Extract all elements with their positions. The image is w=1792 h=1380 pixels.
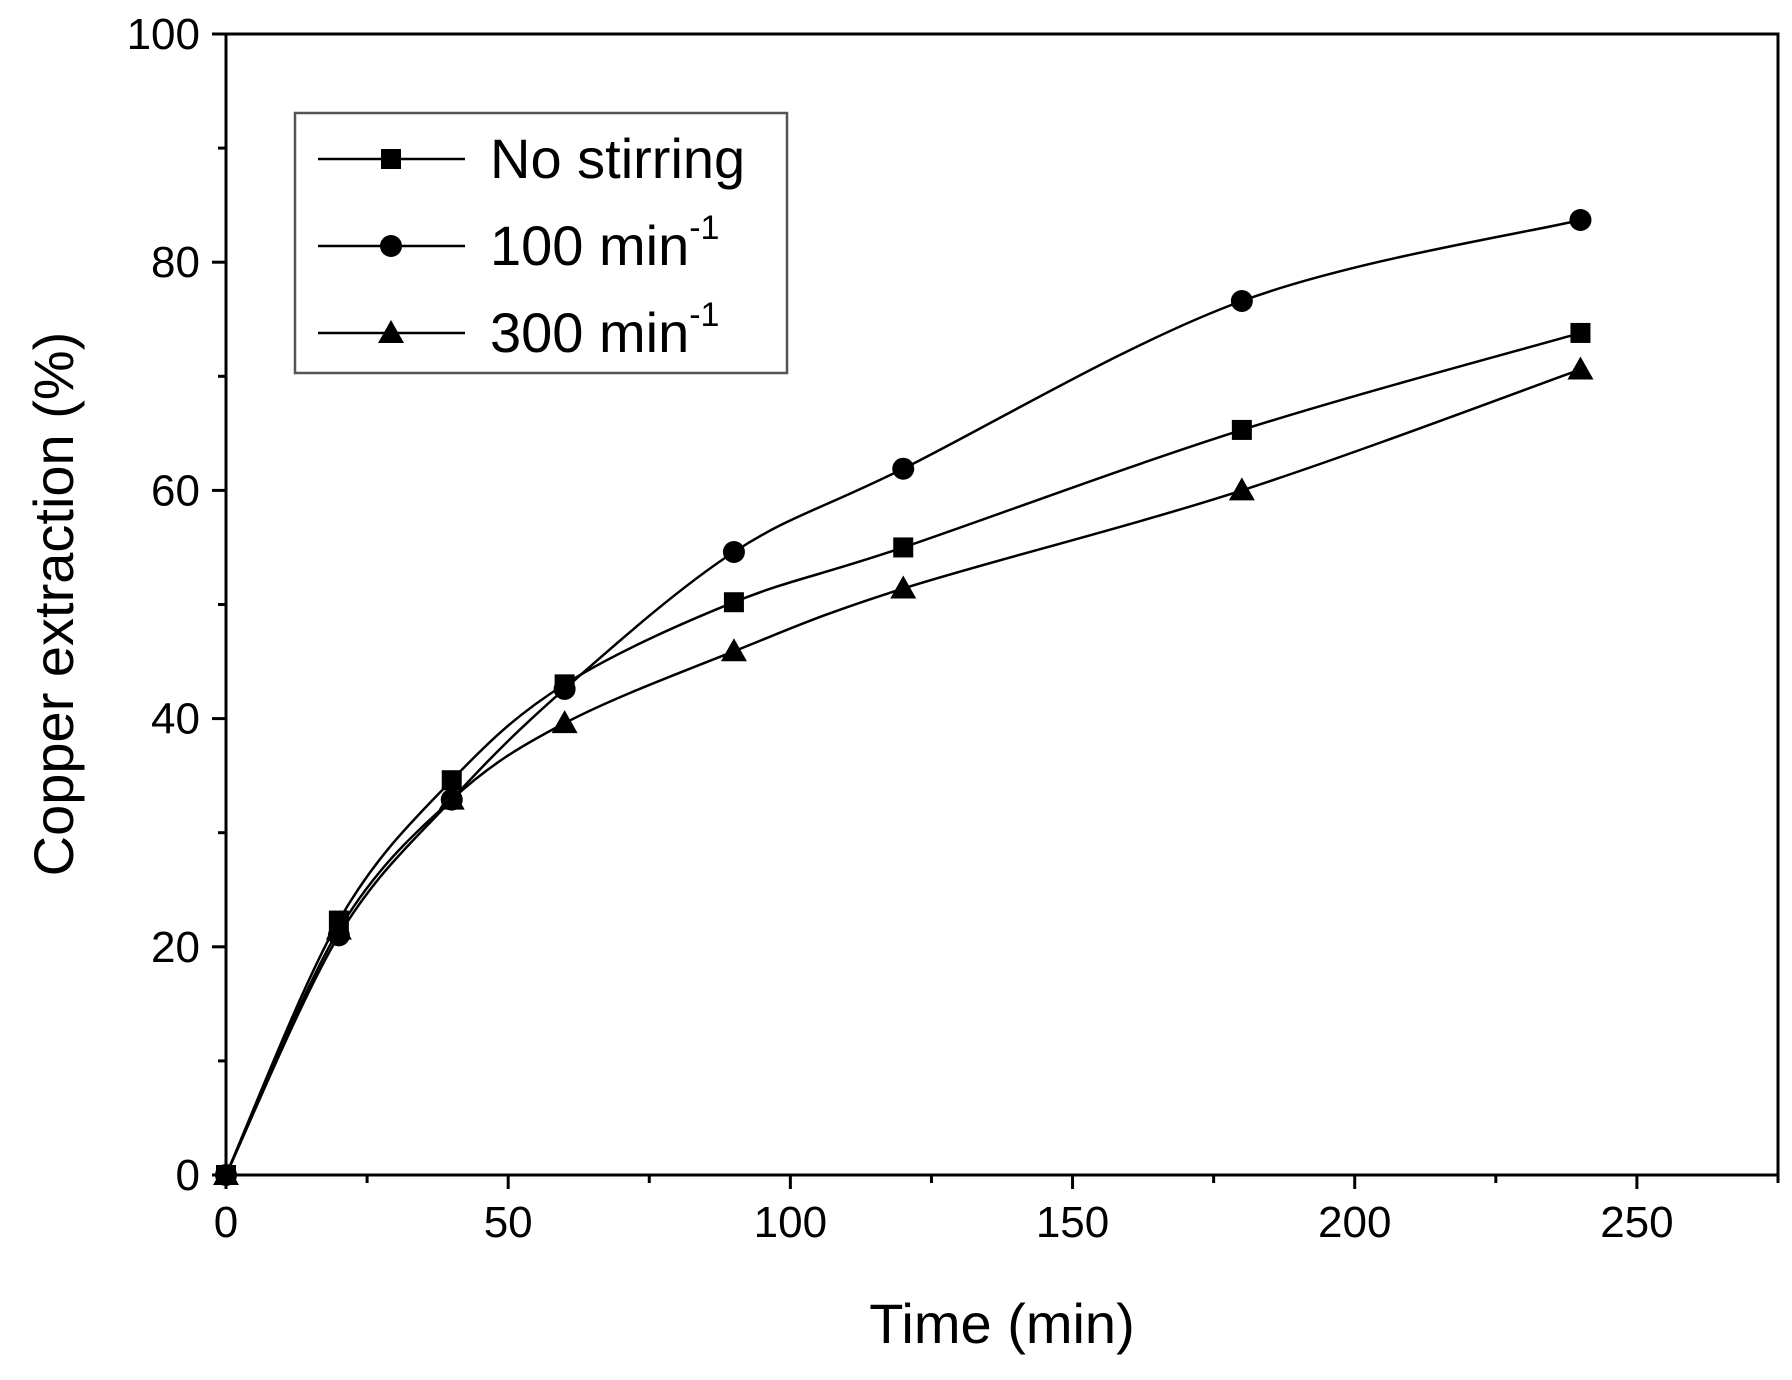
legend-label: 300 min-1 — [490, 296, 719, 364]
x-tick-label: 50 — [484, 1198, 533, 1247]
x-axis-title: Time (min) — [869, 1292, 1134, 1355]
y-tick-label: 40 — [151, 695, 200, 744]
x-tick-label: 100 — [754, 1198, 827, 1247]
data-point-triangle — [1228, 477, 1255, 501]
data-point-circle — [553, 677, 576, 700]
legend-marker-circle — [380, 235, 402, 257]
y-tick-label: 0 — [176, 1151, 200, 1200]
legend-label-text: 300 min — [490, 301, 689, 364]
x-tick-label: 150 — [1036, 1198, 1109, 1247]
data-point-square — [723, 592, 744, 613]
data-point-triangle — [1567, 356, 1594, 380]
data-point-triangle — [890, 575, 917, 599]
x-tick-label: 250 — [1600, 1198, 1673, 1247]
data-point-circle — [892, 457, 915, 480]
legend-item: 100 min-1 — [318, 209, 719, 277]
data-point-circle — [1569, 208, 1592, 231]
legend-label-superscript: -1 — [689, 209, 719, 247]
data-point-triangle — [720, 638, 747, 662]
legend-label-text: No stirring — [490, 127, 745, 190]
legend-label: 100 min-1 — [490, 209, 719, 277]
legend-label-superscript: -1 — [689, 296, 719, 334]
legend-label-text: 100 min — [490, 214, 689, 277]
y-axis-title: Copper extraction (%) — [22, 332, 85, 877]
ticks-layer: 0 50 100 150 200 250 0 20 40 60 80 100 — [127, 10, 1780, 1247]
data-point-circle — [722, 541, 745, 564]
legend-marker-triangle — [378, 320, 404, 343]
legend-box — [293, 111, 789, 375]
legend-label: No stirring — [490, 127, 745, 190]
y-tick-label: 80 — [151, 238, 200, 287]
data-point-circle — [1230, 289, 1253, 312]
legend-item: 300 min-1 — [318, 296, 719, 364]
data-point-triangle — [551, 710, 578, 734]
x-tick-label: 200 — [1318, 1198, 1391, 1247]
data-point-square — [441, 770, 462, 791]
y-tick-label: 20 — [151, 923, 200, 972]
legend-item: No stirring — [318, 127, 745, 190]
x-tick-label: 0 — [214, 1198, 238, 1247]
data-point-square — [1231, 419, 1252, 440]
plot-frame — [224, 32, 1780, 1177]
y-tick-label: 60 — [151, 466, 200, 515]
data-point-square — [893, 537, 914, 558]
data-point-triangle — [438, 786, 465, 810]
data-point-square — [1570, 322, 1591, 343]
y-tick-label: 100 — [127, 10, 200, 59]
data-point-triangle — [325, 916, 352, 940]
legend-marker-square — [381, 149, 401, 169]
